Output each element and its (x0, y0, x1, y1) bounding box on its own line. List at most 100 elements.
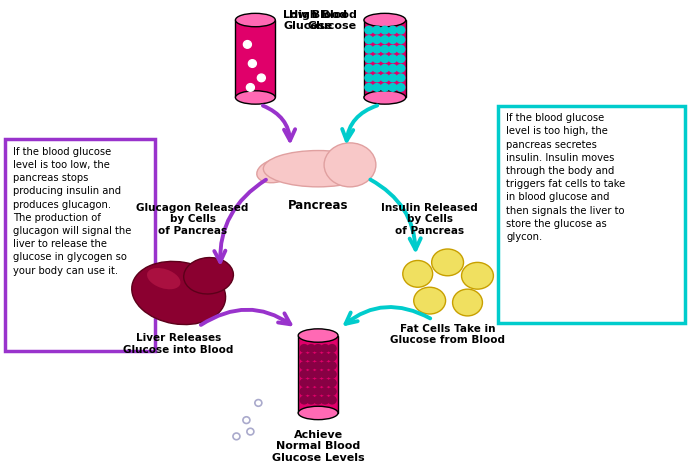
Circle shape (381, 26, 389, 34)
Ellipse shape (147, 268, 181, 289)
Circle shape (397, 45, 405, 53)
Ellipse shape (453, 289, 482, 316)
Circle shape (389, 55, 397, 63)
Circle shape (300, 396, 308, 404)
Text: High Blood
Glucose: High Blood Glucose (289, 10, 357, 31)
Circle shape (373, 36, 381, 44)
FancyBboxPatch shape (6, 139, 155, 351)
Circle shape (381, 65, 389, 72)
Circle shape (300, 370, 308, 378)
Circle shape (321, 353, 329, 361)
Circle shape (389, 84, 397, 91)
Circle shape (321, 396, 329, 404)
Text: Liver Releases
Glucose into Blood: Liver Releases Glucose into Blood (123, 333, 234, 355)
Text: If the blood glucose
level is too low, the
pancreas stops
producing insulin and
: If the blood glucose level is too low, t… (13, 146, 131, 276)
Circle shape (314, 344, 322, 352)
Circle shape (389, 36, 397, 44)
Circle shape (373, 26, 381, 34)
Circle shape (300, 353, 308, 361)
Ellipse shape (235, 91, 275, 104)
Circle shape (307, 370, 315, 378)
Bar (364, 20, 406, 97)
Circle shape (373, 84, 381, 91)
Circle shape (389, 26, 397, 34)
Circle shape (328, 370, 336, 378)
Circle shape (307, 344, 315, 352)
Circle shape (328, 396, 336, 404)
Ellipse shape (364, 91, 406, 104)
Circle shape (248, 60, 256, 67)
Ellipse shape (298, 329, 338, 342)
Ellipse shape (264, 151, 373, 187)
Circle shape (307, 396, 315, 404)
Circle shape (321, 370, 329, 378)
Circle shape (365, 65, 373, 72)
Circle shape (365, 45, 373, 53)
Circle shape (321, 344, 329, 352)
Circle shape (328, 388, 336, 395)
Circle shape (321, 362, 329, 369)
Circle shape (300, 344, 308, 352)
Circle shape (307, 353, 315, 361)
Bar (235, 20, 275, 97)
Text: If the blood glucose
level is too high, the
pancreas secretes
insulin. Insulin m: If the blood glucose level is too high, … (507, 113, 626, 242)
Circle shape (397, 65, 405, 72)
Ellipse shape (298, 406, 338, 420)
Circle shape (397, 26, 405, 34)
Circle shape (328, 379, 336, 387)
Ellipse shape (131, 262, 226, 325)
Circle shape (365, 74, 373, 82)
Circle shape (321, 388, 329, 395)
Circle shape (373, 55, 381, 63)
Ellipse shape (257, 159, 295, 183)
Text: Achieve
Normal Blood
Glucose Levels: Achieve Normal Blood Glucose Levels (272, 430, 365, 463)
Circle shape (328, 353, 336, 361)
Ellipse shape (324, 143, 376, 187)
Circle shape (389, 45, 397, 53)
Circle shape (381, 84, 389, 91)
Circle shape (397, 84, 405, 91)
Ellipse shape (462, 263, 493, 289)
Circle shape (321, 379, 329, 387)
Circle shape (328, 362, 336, 369)
Circle shape (365, 36, 373, 44)
Text: Low Blood
Glucose: Low Blood Glucose (283, 10, 347, 31)
Circle shape (365, 84, 373, 91)
FancyBboxPatch shape (498, 106, 684, 322)
Circle shape (397, 74, 405, 82)
Circle shape (314, 353, 322, 361)
Circle shape (381, 45, 389, 53)
Circle shape (389, 65, 397, 72)
Text: Fat Cells Take in
Glucose from Blood: Fat Cells Take in Glucose from Blood (390, 323, 505, 345)
Circle shape (373, 65, 381, 72)
Circle shape (314, 370, 322, 378)
Circle shape (300, 379, 308, 387)
Circle shape (300, 362, 308, 369)
Ellipse shape (432, 249, 464, 276)
Bar (298, 336, 338, 413)
Circle shape (397, 55, 405, 63)
Circle shape (246, 84, 255, 91)
Circle shape (381, 55, 389, 63)
Circle shape (314, 362, 322, 369)
Circle shape (389, 74, 397, 82)
Ellipse shape (183, 257, 233, 294)
Ellipse shape (235, 14, 275, 27)
Circle shape (314, 396, 322, 404)
Circle shape (314, 379, 322, 387)
Circle shape (307, 379, 315, 387)
Circle shape (244, 41, 251, 48)
Ellipse shape (364, 14, 406, 27)
Circle shape (373, 74, 381, 82)
Ellipse shape (414, 287, 446, 314)
Circle shape (314, 388, 322, 395)
Circle shape (365, 26, 373, 34)
Circle shape (397, 36, 405, 44)
Text: Insulin Released
by Cells
of Pancreas: Insulin Released by Cells of Pancreas (381, 203, 478, 236)
Circle shape (365, 55, 373, 63)
Circle shape (328, 344, 336, 352)
Circle shape (300, 388, 308, 395)
Circle shape (257, 74, 265, 82)
Circle shape (373, 45, 381, 53)
Circle shape (307, 388, 315, 395)
